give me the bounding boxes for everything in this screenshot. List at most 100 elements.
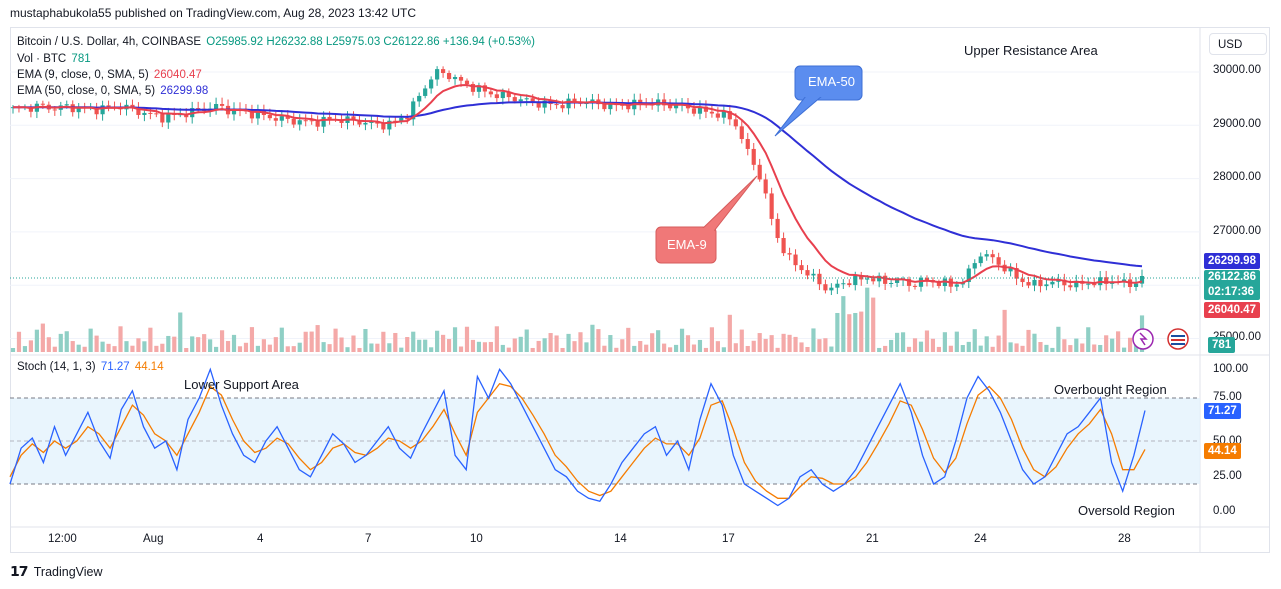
volume-bar xyxy=(285,346,290,352)
volume-bar xyxy=(393,332,398,352)
volume-label: Vol · BTC xyxy=(17,53,67,65)
ohlc-values: O25985.92 H26232.88 L25975.03 C26122.86 … xyxy=(206,36,535,48)
volume-bar xyxy=(835,312,840,352)
volume-bar xyxy=(345,347,350,352)
legend-ema50-row: EMA (50, close, 0, SMA, 5) 26299.98 xyxy=(17,85,208,97)
volume-bar xyxy=(912,338,918,352)
volume-bar xyxy=(662,343,667,352)
candle-body xyxy=(775,218,780,239)
volume-bar xyxy=(76,344,81,352)
volume-bar xyxy=(82,346,87,352)
volume-bar xyxy=(106,343,111,352)
volume-bar xyxy=(554,335,559,352)
candle-body xyxy=(1133,283,1139,287)
candle-body xyxy=(1026,282,1031,286)
alert-icon-bolt xyxy=(1139,332,1148,346)
volume-bar xyxy=(261,339,266,352)
candle-body xyxy=(966,268,971,283)
candle-body xyxy=(524,98,529,100)
volume-bar xyxy=(214,346,219,352)
volume-bar xyxy=(930,338,936,352)
volume-bar xyxy=(906,346,912,352)
volume-bar xyxy=(877,347,882,352)
volume-bar xyxy=(339,337,344,352)
volume-bar xyxy=(895,332,900,352)
volume-bars xyxy=(10,287,1145,352)
volume-bar xyxy=(620,339,625,352)
volume-bar xyxy=(602,345,607,352)
volume-bar xyxy=(632,345,637,352)
price-axis-label: 27000.00 xyxy=(1213,225,1261,237)
candle-body xyxy=(500,91,505,99)
stoch-d-line xyxy=(9,382,1146,499)
volume-bar xyxy=(190,336,195,352)
volume-bar xyxy=(745,345,750,352)
volume-bar xyxy=(936,346,941,352)
footer-brand-text: TradingView xyxy=(33,565,103,579)
volume-bar xyxy=(470,339,476,352)
volume-bar xyxy=(243,342,249,352)
candle-body xyxy=(757,164,762,180)
volume-bar xyxy=(865,287,870,352)
candle-body xyxy=(219,104,225,106)
volume-bar xyxy=(685,335,691,352)
candle-body xyxy=(853,275,858,286)
candle-body xyxy=(554,104,559,106)
candle-body xyxy=(1032,279,1037,286)
footer-brand[interactable]: 𝟭𝟳 TradingView xyxy=(10,563,103,580)
volume-bar xyxy=(351,335,356,352)
currency-button[interactable]: USD xyxy=(1209,33,1267,55)
candle-body xyxy=(76,107,81,113)
candle-body xyxy=(883,275,888,284)
candle-body xyxy=(423,88,428,96)
candle-body xyxy=(823,284,828,291)
candle-body xyxy=(512,97,517,102)
volume-bar xyxy=(883,345,888,352)
candle-body xyxy=(411,101,416,120)
overbought-label: Overbought Region xyxy=(1054,382,1167,397)
candle-body xyxy=(10,107,16,109)
volume-bar xyxy=(679,328,685,352)
ema9-callout-pointer xyxy=(698,175,758,232)
candle-body xyxy=(805,270,810,276)
volume-bar xyxy=(273,337,278,352)
volume-bar xyxy=(918,341,924,352)
candle-body xyxy=(721,111,726,118)
candle-body xyxy=(984,254,989,257)
volume-bar xyxy=(1086,327,1091,352)
candle-body xyxy=(608,104,613,110)
volume-bar xyxy=(1127,337,1133,352)
volume-bar xyxy=(542,338,547,352)
volume-bar xyxy=(924,330,930,352)
volume-bar xyxy=(506,347,511,352)
volume-bar xyxy=(148,327,153,352)
candle-body xyxy=(906,278,912,286)
volume-bar xyxy=(476,341,482,352)
candle-body xyxy=(381,123,386,130)
volume-bar xyxy=(942,332,947,352)
candle-body xyxy=(458,77,464,81)
candle-body xyxy=(733,119,738,127)
candle-body xyxy=(106,105,111,107)
volume-bar xyxy=(560,347,565,352)
volume-bar xyxy=(847,314,852,352)
bar-countdown: 02:17:36 xyxy=(1208,286,1255,298)
volume-bar xyxy=(112,346,117,352)
candle-body xyxy=(417,95,422,102)
candle-body xyxy=(1014,268,1019,279)
candle-body xyxy=(847,283,852,286)
legend-ema9-row: EMA (9, close, 0, SMA, 5) 26040.47 xyxy=(17,69,202,81)
volume-bar xyxy=(1038,342,1043,352)
volume-bar xyxy=(411,331,416,352)
candle-body xyxy=(321,116,326,127)
volume-bar xyxy=(596,329,601,352)
volume-bar xyxy=(709,327,714,352)
candle-body xyxy=(166,113,171,123)
candle-body xyxy=(972,263,977,269)
volume-bar xyxy=(279,327,284,352)
volume-bar xyxy=(900,332,906,352)
stoch-k-line xyxy=(9,367,1146,507)
candle-body xyxy=(871,278,876,282)
upper-resistance-label: Upper Resistance Area xyxy=(964,43,1098,58)
